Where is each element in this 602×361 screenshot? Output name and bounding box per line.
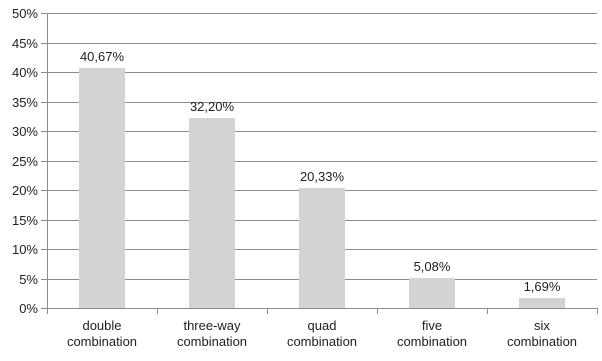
x-tick-label: five: [422, 318, 442, 333]
y-tick-label: 45%: [12, 36, 38, 51]
y-tick-label: 35%: [12, 95, 38, 110]
y-tick-label: 20%: [12, 183, 38, 198]
bar: [189, 118, 235, 309]
x-tick-label: three-way: [183, 318, 241, 333]
gridlines: [47, 13, 597, 280]
x-tick-label: combination: [177, 334, 247, 349]
x-tick-label: six: [534, 318, 550, 333]
y-tick-label: 15%: [12, 213, 38, 228]
y-tick-label: 0%: [19, 301, 38, 316]
bars: [79, 68, 565, 309]
x-tick-label: double: [82, 318, 121, 333]
labels: 0% 5% 10% 15% 20% 25% 30% 35% 40% 45% 50% 40,67% dou…: [12, 6, 577, 349]
x-tick-label: combination: [287, 334, 357, 349]
data-label: 40,67%: [80, 49, 125, 64]
y-tick-label: 40%: [12, 65, 38, 80]
x-tick-label: combination: [507, 334, 577, 349]
y-tick-label: 5%: [19, 272, 38, 287]
bar: [79, 68, 125, 308]
y-tick-label: 30%: [12, 124, 38, 139]
x-tick-label: quad: [308, 318, 337, 333]
bar: [409, 278, 455, 308]
x-tick-label: combination: [67, 334, 137, 349]
data-label: 1,69%: [524, 279, 561, 294]
axes: [41, 13, 598, 314]
bar: [519, 298, 565, 308]
bar: [299, 188, 345, 308]
y-tick-label: 10%: [12, 242, 38, 257]
data-label: 5,08%: [414, 259, 451, 274]
x-tick-label: combination: [397, 334, 467, 349]
data-label: 20,33%: [300, 169, 345, 184]
data-label: 32,20%: [190, 99, 235, 114]
y-tick-label: 50%: [12, 6, 38, 21]
y-tick-label: 25%: [12, 154, 38, 169]
